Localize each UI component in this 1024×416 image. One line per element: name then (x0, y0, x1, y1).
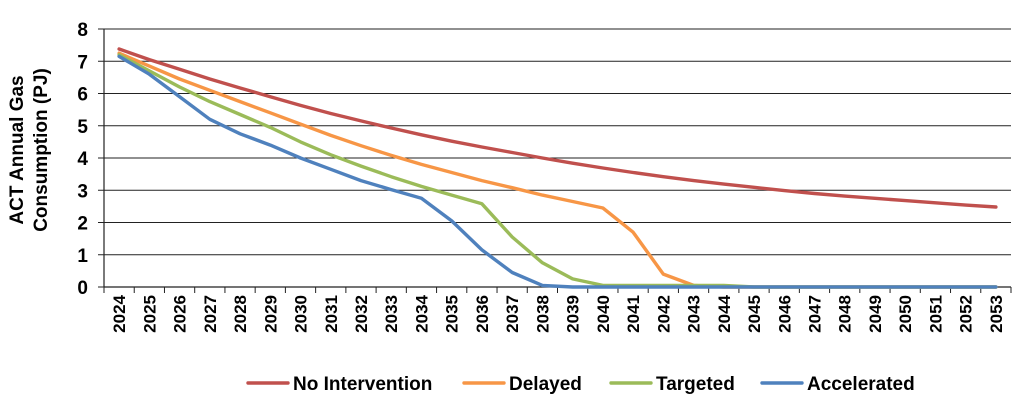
x-tick-label-2051: 2051 (926, 295, 945, 333)
y-tick-label-4: 4 (77, 149, 88, 170)
x-tick-label-2044: 2044 (715, 294, 734, 332)
y-tick-label-1: 1 (77, 246, 88, 267)
x-tick-label-2048: 2048 (836, 295, 855, 333)
x-tick-label-2033: 2033 (382, 295, 401, 333)
legend: No Intervention Delayed Targeted Accelerate… (246, 374, 915, 395)
x-tick-label-2034: 2034 (412, 294, 431, 332)
gridlines (104, 28, 1011, 256)
y-tick-label-7: 7 (77, 52, 88, 73)
x-tick-label-2028: 2028 (231, 295, 250, 333)
x-tick-label-2031: 2031 (322, 295, 341, 333)
x-tick-label-2046: 2046 (775, 295, 794, 333)
y-tick-label-0: 0 (77, 278, 88, 299)
x-tick-label-2036: 2036 (473, 295, 492, 333)
x-tick-label-2040: 2040 (594, 295, 613, 333)
y-tick-label-8: 8 (77, 20, 88, 41)
legend-label-targeted: Targeted (656, 374, 735, 395)
x-tick-label-2038: 2038 (533, 295, 552, 333)
x-tick-label-2042: 2042 (654, 295, 673, 333)
x-tick-label-2053: 2053 (987, 295, 1006, 333)
x-tick-label-2043: 2043 (685, 295, 704, 333)
series-line-no-intervention (117, 47, 998, 209)
y-tick-label-5: 5 (77, 117, 88, 138)
x-tick-label-2052: 2052 (957, 295, 976, 333)
x-tick-label-2041: 2041 (624, 295, 643, 333)
x-tick-label-2035: 2035 (443, 295, 462, 333)
x-tick-label-2047: 2047 (805, 295, 824, 333)
series-line-accelerated (117, 54, 998, 289)
y-axis-label-line-1: ACT Annual Gas (7, 75, 28, 224)
y-axis-label-line-2: Consumption (PJ) (31, 68, 52, 232)
x-tick-label-2039: 2039 (564, 295, 583, 333)
x-tick-label-2037: 2037 (503, 295, 522, 333)
x-tick-label-2025: 2025 (140, 295, 159, 333)
x-tick-label-2045: 2045 (745, 295, 764, 333)
y-axis-label: ACT Annual Gas Consumption (PJ) (7, 68, 52, 232)
x-tick-label-2024: 2024 (110, 294, 129, 332)
x-tick-label-2050: 2050 (896, 295, 915, 333)
y-tick-label-6: 6 (77, 85, 88, 106)
x-tick-label-2032: 2032 (352, 295, 371, 333)
y-tick-labels: 0 1 2 3 4 5 6 7 8 (77, 20, 88, 299)
x-tick-labels: 2024 2025 2026 2027 2028 2029 2030 2031 2032 2033… (110, 294, 1006, 332)
series-lines (117, 47, 998, 289)
y-tick-label-3: 3 (77, 181, 88, 202)
x-tick-label-2030: 2030 (292, 295, 311, 333)
x-tick-label-2027: 2027 (201, 295, 220, 333)
x-tick-label-2026: 2026 (171, 295, 190, 333)
legend-label-no-intervention: No Intervention (293, 374, 432, 395)
x-tick-label-2049: 2049 (866, 295, 885, 333)
legend-label-delayed: Delayed (509, 374, 582, 395)
y-tick-label-2: 2 (77, 214, 88, 235)
legend-label-accelerated: Accelerated (807, 374, 915, 395)
series-line-delayed (117, 51, 998, 289)
x-tick-label-2029: 2029 (261, 295, 280, 333)
